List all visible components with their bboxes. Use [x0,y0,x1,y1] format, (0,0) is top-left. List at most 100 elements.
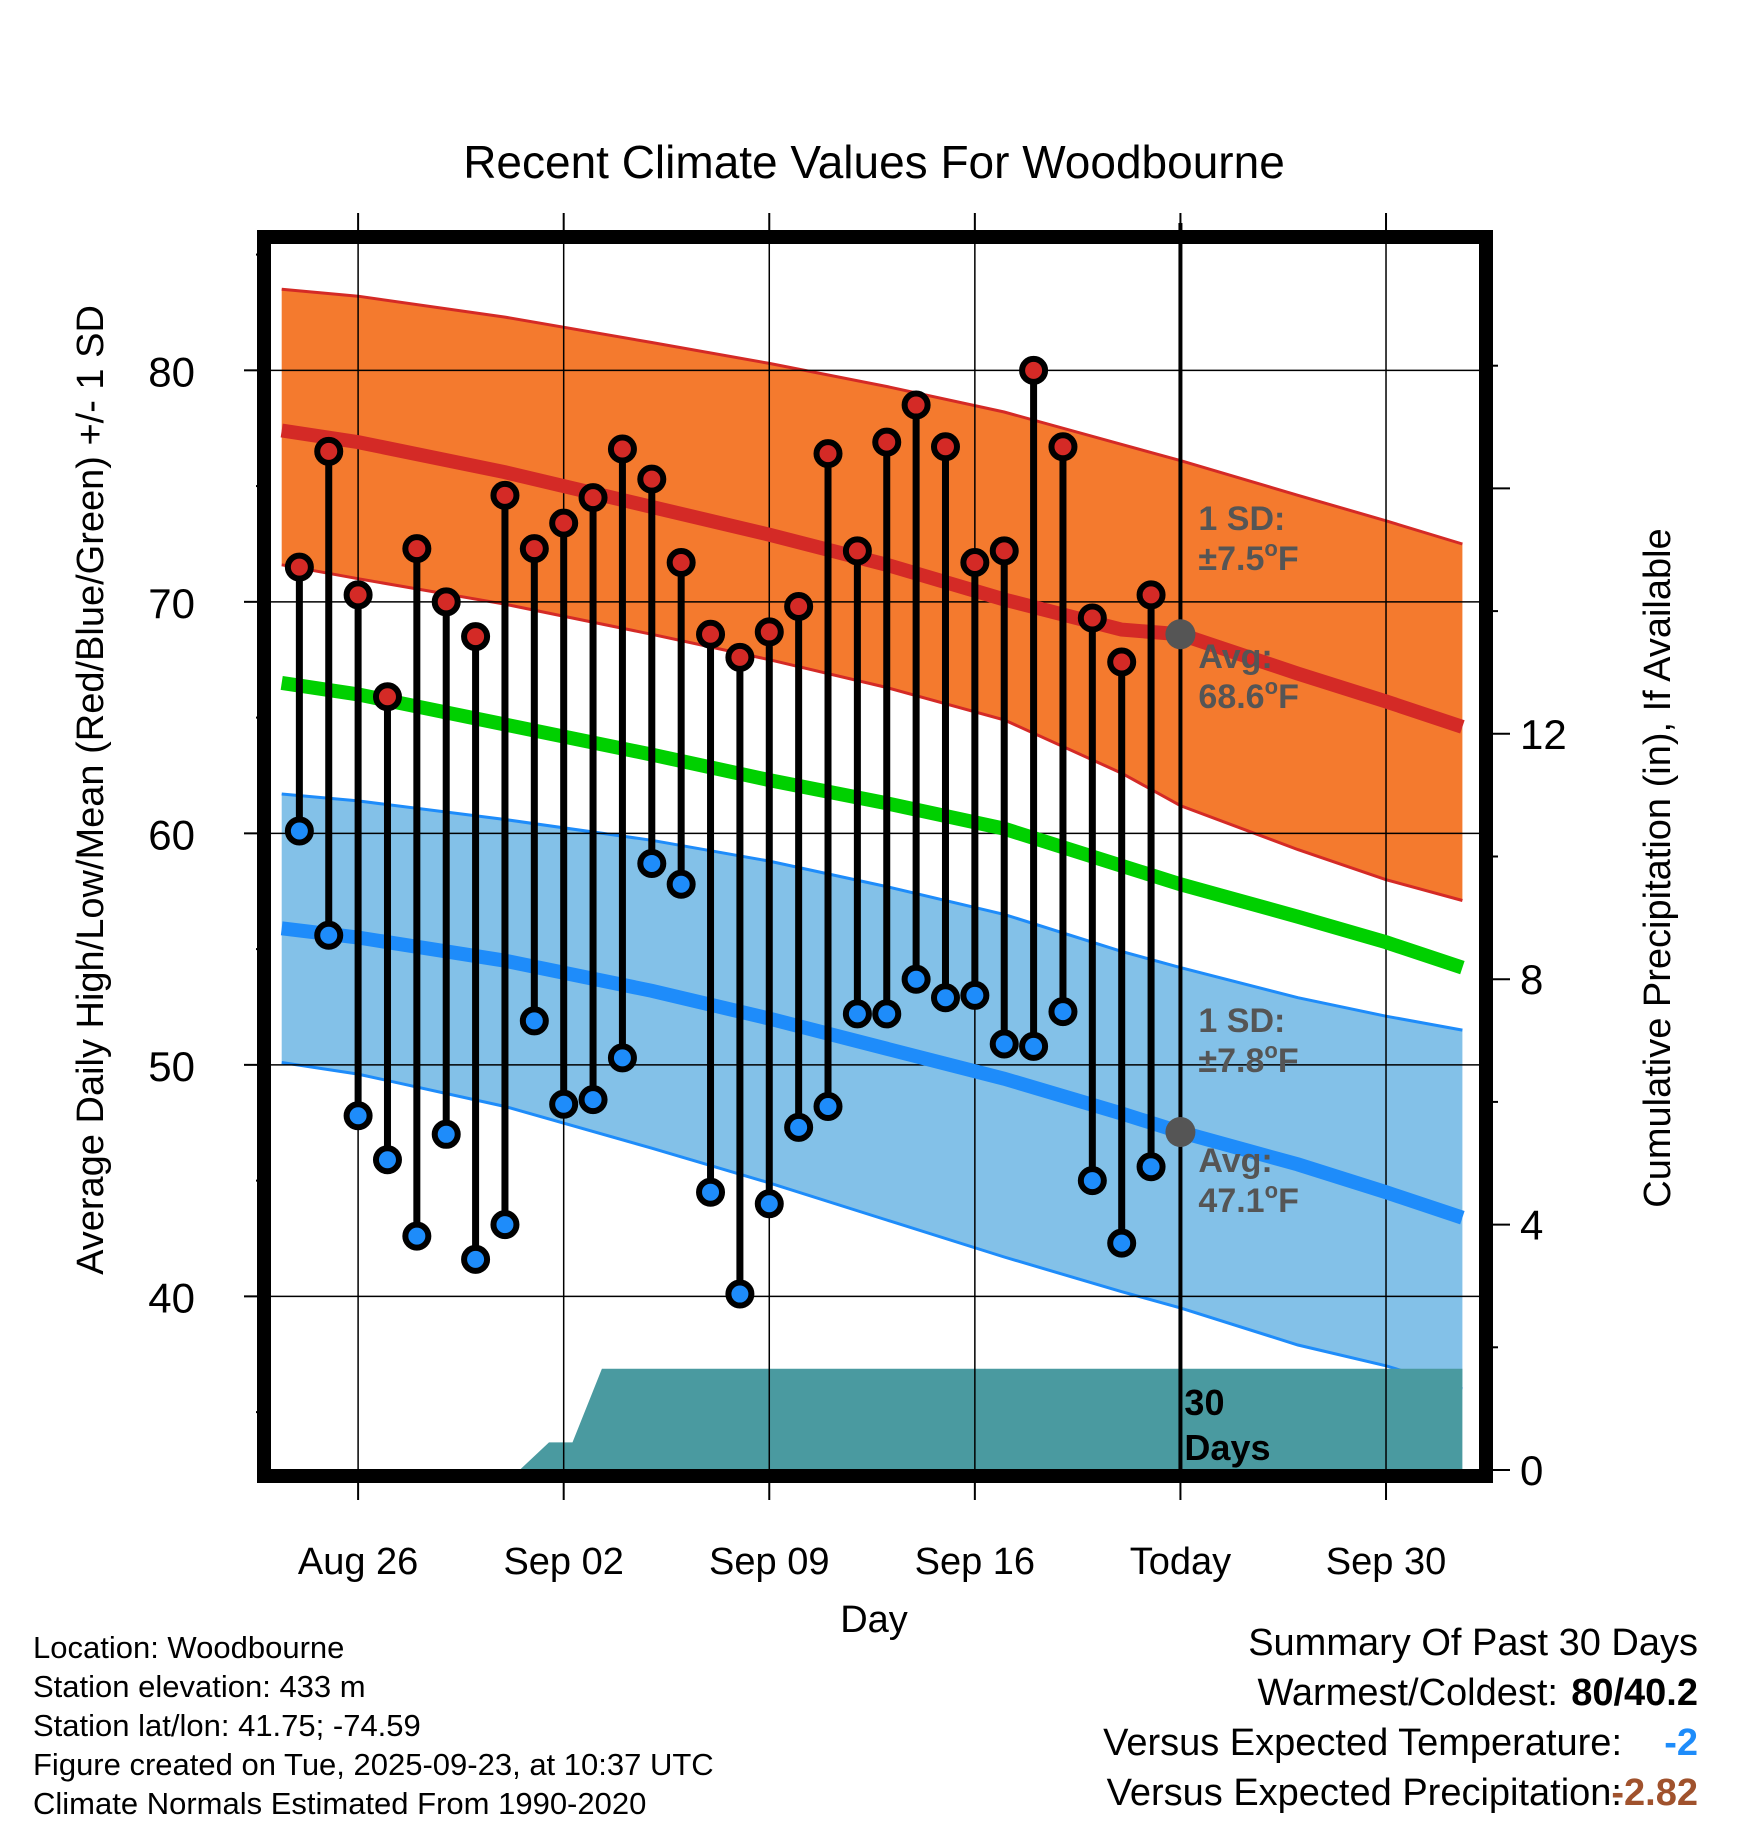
obs-high-point [1077,603,1107,633]
obs-low-point [607,1043,637,1073]
chart-title: Recent Climate Values For Woodbourne [463,136,1285,188]
obs-high-point [754,617,784,647]
obs-low-point [431,1119,461,1149]
obs-low-point [343,1101,373,1131]
summary-precip-value: -2.82 [1611,1772,1698,1814]
high-sd-annotation-value: ±7.5oF [1198,536,1298,578]
today-high-marker [1165,619,1196,650]
obs-low-point [930,983,960,1013]
obs-low-point [314,920,344,950]
obs-low-point [842,999,872,1029]
low-sd-annotation: 1 SD:±7.8oF [1198,1002,1298,1080]
obs-high-point [519,534,549,564]
y-tick-label: 80 [148,348,195,395]
x-tick-label: Today [1130,1541,1231,1583]
obs-low-point [872,999,902,1029]
low-avg-annotation: Avg:47.1oF [1198,1142,1298,1220]
obs-high-point [637,464,667,494]
obs-high-point [696,619,726,649]
x-tick-label: Aug 26 [298,1541,418,1583]
obs-high-point [490,480,520,510]
obs-high-point [784,591,814,621]
obs-high-point [901,390,931,420]
obs-low-point [1019,1031,1049,1061]
obs-high-point [666,547,696,577]
summary-temp-label: Versus Expected Temperature: [1103,1722,1622,1764]
y-tick-label: 40 [148,1274,195,1321]
obs-low-point [989,1029,1019,1059]
summary-temp-value: -2 [1664,1722,1698,1764]
y2-tick-label: 8 [1520,956,1543,1003]
obs-high-point [578,483,608,513]
obs-low-point [372,1145,402,1175]
today-low-marker [1165,1116,1196,1147]
y-axis-label: Average Daily High/Low/Mean (Red/Blue/Gr… [70,305,112,1275]
obs-high-point [960,547,990,577]
x-tick-label: Sep 16 [915,1541,1035,1583]
low-sd-annotation-label: 1 SD: [1198,1002,1285,1040]
obs-high-point [549,508,579,538]
obs-high-point [813,439,843,469]
obs-high-point [930,432,960,462]
obs-low-point [784,1112,814,1142]
high-sd-annotation: 1 SD:±7.5oF [1198,500,1298,578]
obs-high-point [1107,647,1137,677]
obs-high-point [284,552,314,582]
obs-high-point [725,642,755,672]
footer-latlon: Station lat/lon: 41.75; -74.59 [33,1708,421,1743]
obs-high-point [402,534,432,564]
obs-high-point [372,682,402,712]
obs-low-point [1136,1152,1166,1182]
station-info: Location: Woodbourne Station elevation: … [33,1628,714,1823]
obs-high-point [1019,355,1049,385]
summary-warmest-value: 80/40.2 [1571,1672,1698,1714]
obs-low-point [960,980,990,1010]
low-avg-line [280,921,1465,1225]
y-tick-label: 70 [148,580,195,627]
summary-precip-row: Versus Expected Precipitation: -2.82 [748,1772,1748,1822]
high-upper-edge [281,287,1463,546]
high-sd-band [281,289,1463,901]
obs-high-point [842,536,872,566]
y2-tick-label: 4 [1520,1202,1543,1249]
plot-area [270,243,1480,1470]
days-label-text: Days [1184,1427,1270,1468]
footer-location: Location: Woodbourne [33,1630,345,1665]
plot-frame [257,230,1493,1483]
x-axis-label: Day [840,1599,908,1641]
obs-low-point [519,1006,549,1036]
low-sd-band [281,794,1463,1389]
obs-low-point [725,1279,755,1309]
x-tick-label: Sep 30 [1326,1541,1446,1583]
low-lower-edge [281,1061,1463,1391]
obs-low-point [696,1177,726,1207]
summary-warmest-label: Warmest/Coldest: [1257,1672,1558,1714]
days-label-number: 30 [1184,1382,1224,1423]
obs-low-point [1107,1228,1137,1258]
y-tick-label: 50 [148,1043,195,1090]
footer-normals: Climate Normals Estimated From 1990-2020 [33,1786,647,1821]
obs-low-point [666,869,696,899]
obs-low-point [461,1244,491,1274]
low-avg-annotation-value: 47.1oF [1198,1178,1298,1220]
obs-low-point [549,1089,579,1119]
obs-low-point [284,816,314,846]
y2-tick-label: 0 [1520,1447,1543,1494]
obs-high-point [314,436,344,466]
summary-temp-row: Versus Expected Temperature: -2 [748,1722,1748,1772]
obs-high-point [343,580,373,610]
obs-high-point [872,427,902,457]
obs-high-point [1048,432,1078,462]
y2-tick-label: 12 [1520,711,1567,758]
obs-low-point [1048,997,1078,1027]
obs-high-point [989,536,1019,566]
obs-high-point [1136,580,1166,610]
obs-low-point [813,1092,843,1122]
summary-warmest-row: Warmest/Coldest: 80/40.2 [748,1672,1748,1722]
x-tick-label: Sep 02 [503,1541,623,1583]
summary-precip-label: Versus Expected Precipitation: [1106,1772,1622,1814]
footer-created: Figure created on Tue, 2025-09-23, at 10… [33,1747,714,1782]
obs-low-point [754,1189,784,1219]
high-sd-annotation-label: 1 SD: [1198,500,1285,538]
